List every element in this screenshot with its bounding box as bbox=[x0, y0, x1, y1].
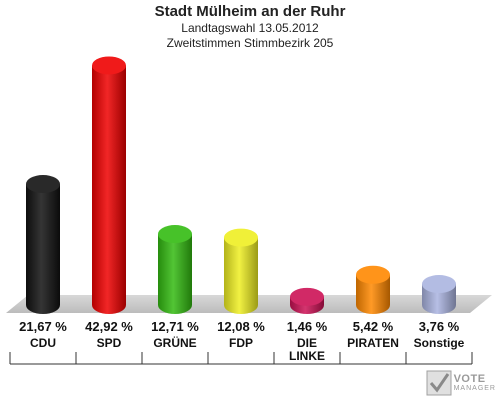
logo-text-manager: MANAGER bbox=[453, 385, 496, 392]
chart-subtitle-election: Landtagswahl 13.05.2012 bbox=[181, 21, 319, 35]
category-label: SPD bbox=[96, 336, 122, 350]
chart-subtitle-district: Zweitstimmen Stimmbezirk 205 bbox=[166, 36, 334, 50]
checkmark-logo-icon bbox=[426, 370, 452, 396]
bar-top-cdu bbox=[26, 175, 60, 194]
chart-title: Stadt Mülheim an der Ruhr bbox=[154, 3, 346, 20]
bar-top-piraten bbox=[356, 265, 390, 284]
bar-cdu bbox=[26, 184, 60, 314]
bar-grüne bbox=[158, 234, 192, 314]
bar-top-sonstige bbox=[422, 275, 456, 294]
bar-top-spd bbox=[92, 56, 126, 75]
category-label: CDU bbox=[30, 336, 56, 350]
category-label: PIRATEN bbox=[347, 336, 399, 350]
bar-spd bbox=[92, 65, 126, 315]
category-label: DIE LINKE bbox=[289, 336, 325, 363]
value-label: 1,46 % bbox=[286, 319, 328, 334]
category-label: GRÜNE bbox=[153, 336, 197, 350]
vote-manager-logo: VOTE MANAGER bbox=[426, 370, 496, 396]
bar-top-die-linke bbox=[290, 287, 324, 306]
chart-header: Stadt Mülheim an der Ruhr Landtagswahl 1… bbox=[0, 3, 500, 51]
value-label: 21,67 % bbox=[19, 319, 67, 334]
value-label: 12,08 % bbox=[217, 319, 265, 334]
value-label: 5,42 % bbox=[352, 319, 394, 334]
bar-fdp bbox=[224, 237, 258, 314]
bar-top-grüne bbox=[158, 225, 192, 244]
category-label: FDP bbox=[229, 336, 253, 350]
value-label: 12,71 % bbox=[151, 319, 199, 334]
category-label: Sonstige bbox=[413, 336, 465, 350]
logo-text-vote: VOTE bbox=[453, 373, 486, 385]
value-label: 3,76 % bbox=[418, 319, 460, 334]
bar-top-fdp bbox=[224, 228, 258, 247]
value-label: 42,92 % bbox=[85, 319, 133, 334]
bar-piraten bbox=[356, 274, 390, 314]
